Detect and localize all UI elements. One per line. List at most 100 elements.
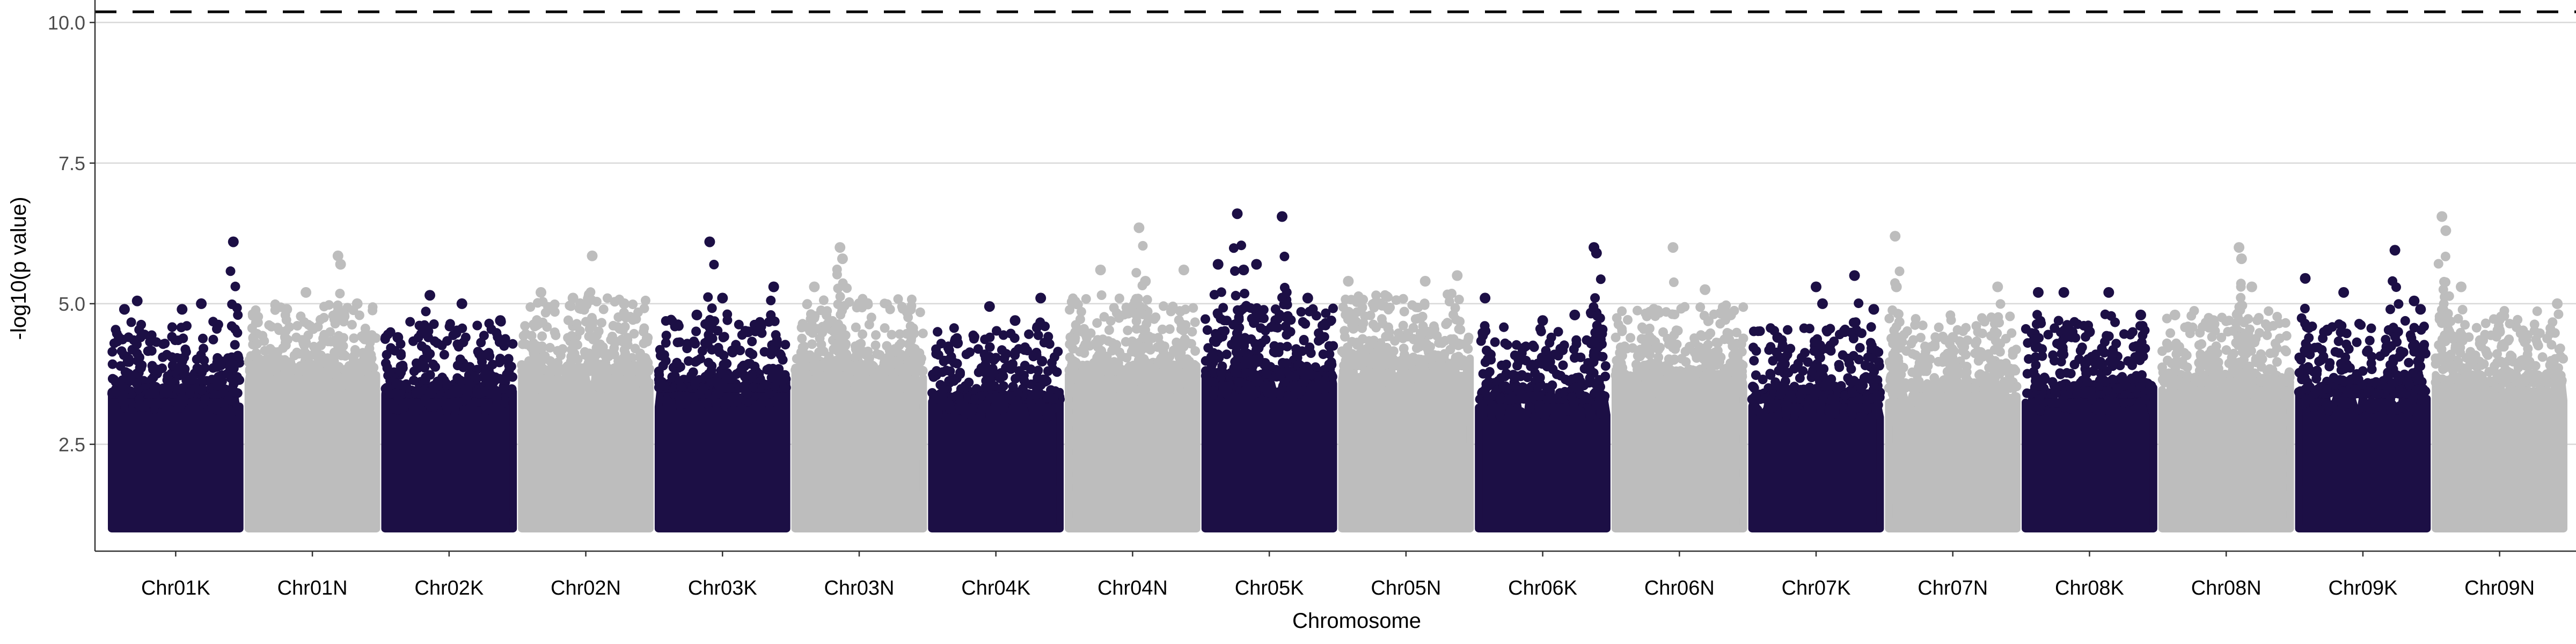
data-point	[915, 307, 925, 317]
data-point	[2136, 346, 2146, 356]
data-point	[1821, 380, 1832, 391]
data-point	[1637, 322, 1647, 332]
data-point	[2081, 368, 2091, 378]
data-point	[731, 369, 742, 379]
peak-point	[119, 304, 130, 315]
data-point	[1324, 341, 1334, 351]
data-point	[1419, 300, 1430, 310]
data-point	[429, 385, 439, 395]
data-point	[1955, 380, 1965, 391]
data-point	[422, 330, 432, 340]
data-point	[112, 328, 122, 339]
data-point	[1433, 350, 1443, 361]
data-point	[2100, 337, 2110, 347]
data-point	[1512, 371, 1522, 381]
data-point	[1984, 380, 1994, 391]
data-point	[1340, 326, 1350, 336]
data-point	[1918, 320, 1928, 331]
data-point	[463, 387, 473, 397]
data-point	[674, 321, 684, 331]
data-point	[1799, 385, 1809, 396]
data-point	[2255, 328, 2265, 338]
peak-point	[1375, 298, 1386, 309]
data-point	[995, 374, 1005, 383]
data-point	[748, 349, 758, 360]
data-point	[1535, 372, 1545, 383]
data-point	[448, 330, 458, 340]
data-point	[1855, 343, 1865, 353]
data-point	[1800, 348, 1810, 358]
data-point	[816, 305, 826, 316]
data-point	[517, 366, 527, 376]
data-point	[1281, 312, 1291, 323]
data-point	[248, 332, 259, 342]
data-point	[421, 345, 431, 355]
data-point	[954, 392, 964, 402]
peak-point	[228, 236, 239, 247]
data-point	[1569, 344, 1579, 354]
data-point	[1822, 327, 1832, 336]
data-point	[2047, 377, 2058, 387]
data-point	[1993, 360, 2003, 370]
data-point	[957, 400, 967, 410]
data-point	[2068, 327, 2078, 337]
data-point	[2272, 357, 2282, 367]
data-point	[1766, 323, 1776, 333]
data-point	[460, 332, 471, 342]
data-point	[1138, 241, 1148, 251]
data-point	[521, 329, 531, 339]
data-point	[2086, 386, 2096, 396]
data-point	[1652, 342, 1663, 352]
data-point	[553, 346, 563, 356]
data-point	[704, 369, 714, 379]
data-point	[1986, 312, 1996, 323]
data-point	[770, 381, 780, 391]
data-point	[305, 321, 316, 331]
data-point	[1958, 326, 1968, 336]
data-point	[623, 340, 633, 350]
data-point	[1930, 332, 1941, 342]
data-point	[1175, 306, 1185, 316]
data-point	[405, 317, 415, 327]
data-point	[1768, 356, 1778, 366]
data-point	[1856, 384, 1866, 394]
data-point	[2238, 345, 2249, 355]
data-point	[1912, 377, 1922, 387]
data-point	[134, 394, 144, 405]
data-point	[1596, 274, 1606, 284]
data-point	[1241, 301, 1252, 311]
data-point	[1384, 331, 1394, 341]
data-point	[280, 355, 290, 365]
data-point	[836, 362, 846, 372]
data-point	[1157, 324, 1167, 334]
data-point	[797, 319, 808, 329]
data-point	[395, 379, 405, 390]
peak-point	[1133, 222, 1145, 233]
data-point	[1847, 387, 1857, 398]
data-point	[1231, 290, 1241, 301]
peak-point	[1700, 284, 1711, 295]
data-point	[1893, 309, 1903, 319]
data-point	[1165, 324, 1175, 334]
data-point	[1006, 328, 1016, 339]
data-point	[835, 291, 845, 302]
data-point	[704, 357, 714, 368]
data-point	[1036, 400, 1046, 410]
point-cloud	[1748, 387, 1884, 533]
data-point	[232, 372, 242, 382]
data-point	[1480, 321, 1490, 331]
data-point	[1305, 306, 1314, 317]
data-point	[1888, 350, 1898, 361]
data-point	[961, 349, 971, 360]
data-point	[880, 323, 890, 333]
peak-point	[1537, 315, 1548, 326]
data-point	[1971, 321, 1981, 331]
data-point	[1584, 365, 1594, 375]
data-point	[1804, 324, 1814, 334]
data-point	[1272, 323, 1283, 333]
data-point	[799, 341, 809, 352]
peak-point	[177, 304, 188, 315]
data-point	[2135, 382, 2146, 392]
data-point	[525, 363, 535, 373]
